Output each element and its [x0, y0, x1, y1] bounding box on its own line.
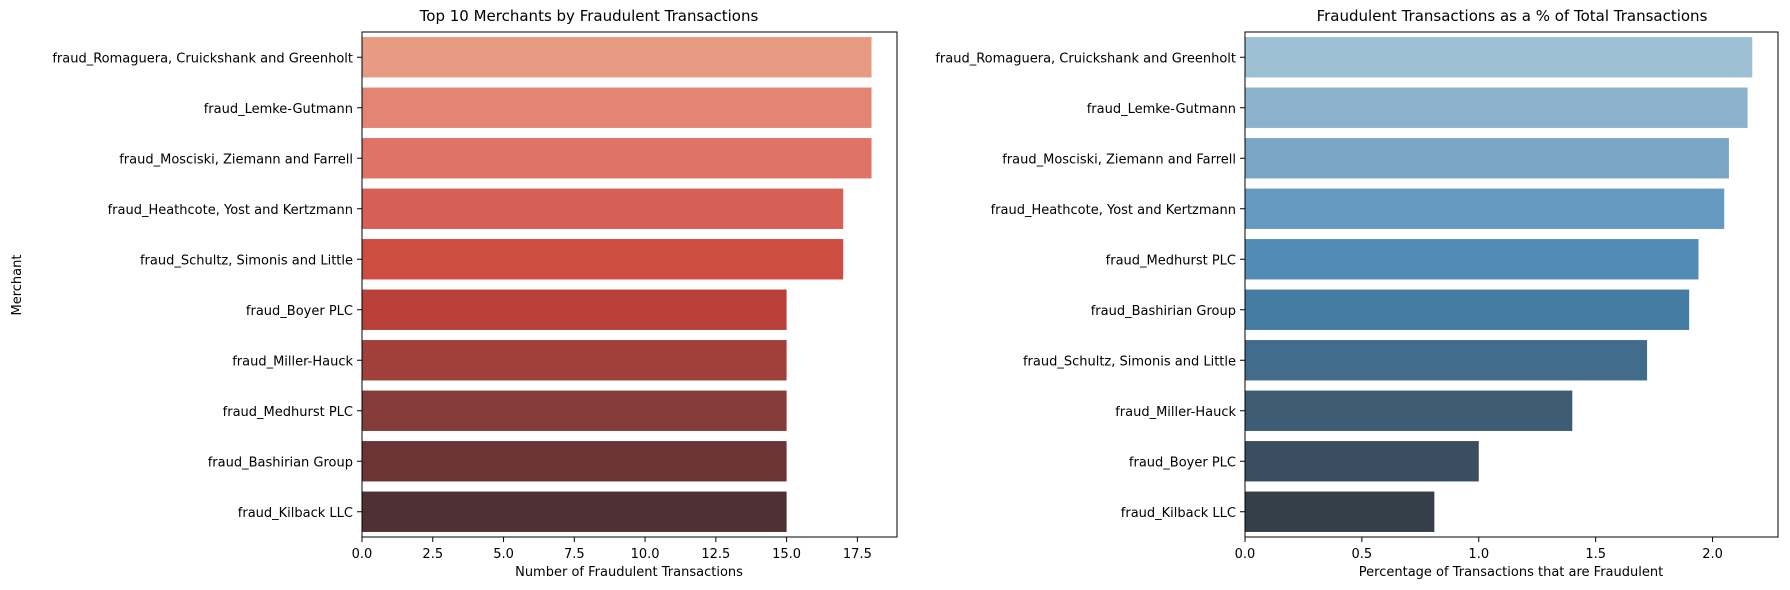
bar: [1245, 37, 1753, 78]
x-tick-label: 0.0: [1235, 547, 1256, 562]
y-axis-label: Merchant: [10, 255, 25, 316]
category-label: fraud_Kilback LLC: [238, 506, 353, 521]
bar: [1245, 138, 1729, 179]
x-tick-label: 1.0: [1468, 547, 1489, 562]
x-tick-label: 2.0: [1702, 547, 1723, 562]
x-tick-label: 12.5: [701, 547, 730, 562]
bar: [1245, 188, 1725, 229]
category-label: fraud_Schultz, Simonis and Little: [140, 253, 353, 268]
bar: [1245, 340, 1648, 381]
x-axis-label: Number of Fraudulent Transactions: [515, 565, 743, 580]
bar: [362, 239, 844, 280]
chart-title: Top 10 Merchants by Fraudulent Transacti…: [419, 7, 759, 25]
category-label: fraud_Mosciski, Ziemann and Farrell: [1002, 152, 1236, 167]
bar: [362, 441, 787, 482]
category-label: fraud_Bashirian Group: [208, 455, 353, 470]
bars: [1245, 37, 1753, 532]
x-tick-label: 15.0: [772, 547, 801, 562]
bar: [362, 188, 844, 229]
category-label: fraud_Lemke-Gutmann: [1087, 102, 1236, 117]
category-label: fraud_Romaguera, Cruickshank and Greenho…: [52, 51, 353, 66]
category-label: fraud_Romaguera, Cruickshank and Greenho…: [935, 51, 1236, 66]
plot-frame: [1244, 31, 1779, 538]
category-labels: fraud_Romaguera, Cruickshank and Greenho…: [935, 51, 1245, 521]
bar: [362, 37, 872, 78]
bar: [362, 340, 787, 381]
x-tick-label: 10.0: [631, 547, 660, 562]
bar: [362, 289, 787, 330]
category-label: fraud_Kilback LLC: [1121, 506, 1236, 521]
category-label: fraud_Lemke-Gutmann: [204, 102, 353, 117]
bar: [1245, 441, 1479, 482]
x-tick-label: 1.5: [1585, 547, 1606, 562]
bar: [1245, 491, 1435, 532]
category-label: fraud_Medhurst PLC: [1106, 253, 1236, 268]
x-ticks: 0.0 0.5 1.0 1.5 2.0: [1235, 537, 1723, 562]
fraud-percentage-chart: Fraudulent Transactions as a % of Total …: [935, 7, 1779, 580]
x-tick-label: 0.0: [352, 547, 373, 562]
chart-title: Fraudulent Transactions as a % of Total …: [1317, 7, 1708, 25]
x-ticks: 0.0 2.5 5.0 7.5 10.0 12.5 15.0 17.5: [352, 537, 872, 562]
x-tick-label: 0.5: [1352, 547, 1373, 562]
x-tick-label: 5.0: [493, 547, 514, 562]
bar: [1245, 390, 1573, 431]
category-label: fraud_Heathcote, Yost and Kertzmann: [108, 203, 353, 218]
category-label: fraud_Bashirian Group: [1091, 304, 1236, 319]
category-label: fraud_Miller-Hauck: [232, 354, 353, 369]
plot-frame: [361, 31, 898, 538]
category-label: fraud_Heathcote, Yost and Kertzmann: [991, 203, 1236, 218]
category-label: fraud_Medhurst PLC: [223, 405, 353, 420]
x-axis-label: Percentage of Transactions that are Frau…: [1359, 565, 1663, 580]
category-label: fraud_Mosciski, Ziemann and Farrell: [119, 152, 353, 167]
category-label: fraud_Schultz, Simonis and Little: [1023, 354, 1236, 369]
bar: [362, 138, 872, 179]
bar: [1245, 87, 1748, 128]
merchant-count-chart: Top 10 Merchants by Fraudulent Transacti…: [10, 7, 898, 580]
category-labels: fraud_Romaguera, Cruickshank and Greenho…: [52, 51, 362, 521]
bar: [362, 491, 787, 532]
category-label: fraud_Miller-Hauck: [1115, 405, 1236, 420]
bar: [362, 390, 787, 431]
category-label: fraud_Boyer PLC: [246, 304, 353, 319]
bar: [362, 87, 872, 128]
x-tick-label: 2.5: [422, 547, 443, 562]
x-tick-label: 7.5: [564, 547, 585, 562]
x-tick-label: 17.5: [843, 547, 872, 562]
bars: [362, 37, 872, 532]
bar: [1245, 239, 1699, 280]
category-label: fraud_Boyer PLC: [1129, 455, 1236, 470]
bar: [1245, 289, 1690, 330]
